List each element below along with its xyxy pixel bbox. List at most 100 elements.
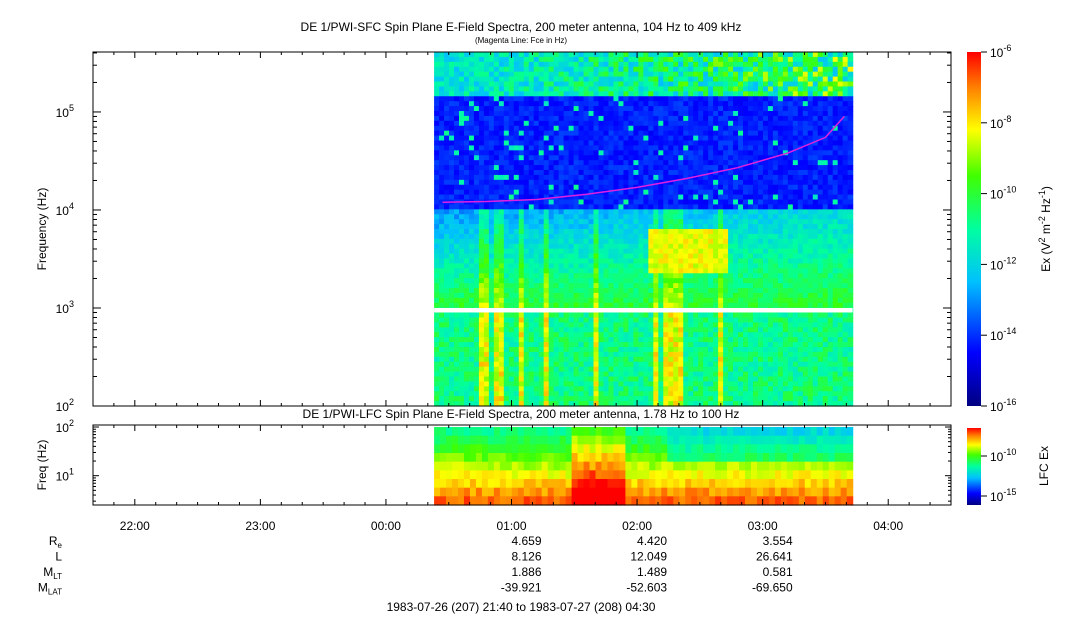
sfc-cell: [663, 386, 669, 392]
sfc-cell: [772, 292, 779, 299]
sfc-cell: [648, 253, 654, 260]
sfc-cell: [683, 160, 689, 166]
sfc-cell: [633, 361, 639, 368]
sfc-cell: [588, 52, 595, 58]
sfc-cell: [683, 302, 689, 309]
sfc-cell: [613, 233, 620, 240]
sfc-cell: [757, 401, 764, 407]
sfc-cell: [757, 351, 764, 358]
sfc-cell: [603, 194, 610, 201]
sfc-cell: [593, 160, 600, 166]
sfc-cell: [658, 351, 664, 358]
sfc-cell: [762, 52, 769, 58]
sfc-cell: [593, 312, 600, 319]
sfc-cell: [533, 135, 540, 142]
sfc-cell: [459, 243, 465, 250]
sfc-cell: [628, 361, 634, 368]
sfc-cell: [503, 101, 510, 107]
sfc-cell: [503, 273, 510, 279]
sfc-cell: [688, 263, 694, 269]
sfc-cell: [708, 165, 714, 171]
sfc-cell: [568, 288, 575, 294]
sfc-cell: [478, 258, 485, 265]
sfc-cell: [538, 91, 545, 97]
sfc-cell: [648, 356, 654, 363]
sfc-cell: [593, 145, 600, 151]
sfc-cell: [538, 209, 545, 215]
sfc-cell: [772, 342, 779, 348]
sfc-cell: [568, 135, 575, 142]
sfc-cell: [538, 145, 545, 151]
sfc-cell: [762, 322, 769, 328]
sfc-cell: [628, 160, 634, 166]
sfc-cell: [518, 189, 525, 196]
sfc-cell: [633, 115, 639, 122]
sfc-cell: [513, 199, 520, 206]
sfc-cell: [533, 96, 540, 102]
sfc-cell: [533, 258, 540, 265]
sfc-cell: [468, 184, 475, 191]
sfc-cell: [434, 130, 440, 137]
sfc-cell: [723, 209, 729, 215]
sfc-cell: [743, 174, 749, 181]
sfc-cell: [752, 273, 759, 279]
sfc-cell: [563, 56, 570, 63]
sfc-cell: [513, 297, 520, 304]
sfc-cell: [603, 268, 610, 274]
sfc-cell: [478, 209, 485, 215]
sfc-cell: [698, 209, 704, 215]
sfc-cell: [767, 273, 774, 279]
sfc-cell: [648, 76, 654, 83]
sfc-cell: [573, 396, 580, 402]
sfc-cell: [468, 233, 475, 240]
sfc-cell: [663, 111, 669, 117]
sfc-cell: [454, 278, 460, 284]
sfc-cell: [563, 273, 570, 279]
sfc-cell: [508, 248, 515, 255]
sfc-cell: [454, 101, 460, 107]
sfc-cell: [468, 86, 475, 92]
sfc-cell: [752, 61, 759, 68]
sfc-cell: [533, 361, 540, 368]
sfc-cell: [648, 224, 654, 230]
sfc-cell: [553, 317, 560, 324]
sfc-cell: [772, 130, 779, 137]
sfc-cell: [638, 96, 644, 102]
sfc-cell: [688, 248, 694, 255]
sfc-cell: [628, 376, 634, 383]
sfc-cell: [488, 342, 495, 348]
sfc-cell: [468, 396, 475, 402]
sfc-cell: [523, 351, 530, 358]
sfc-cell: [663, 292, 669, 299]
sfc-cell: [454, 61, 460, 68]
sfc-cell: [588, 229, 595, 235]
sfc-cell: [449, 224, 455, 230]
sfc-cell: [558, 184, 565, 191]
sfc-cell: [673, 194, 679, 201]
sfc-cell: [762, 76, 769, 83]
sfc-cell: [663, 66, 669, 73]
sfc-cell: [548, 155, 555, 161]
sfc-cell: [434, 135, 440, 142]
sfc-cell: [663, 130, 669, 137]
sfc-cell: [478, 155, 485, 161]
sfc-cell: [683, 101, 689, 107]
sfc-cell: [748, 302, 754, 309]
sfc-cell: [483, 209, 490, 215]
sfc-cell: [668, 86, 674, 92]
sfc-cell: [468, 376, 475, 383]
sfc-cell: [449, 356, 455, 363]
sfc-cell: [638, 66, 644, 73]
sfc-cell: [503, 401, 510, 407]
sfc-cell: [518, 61, 525, 68]
sfc-cell: [523, 86, 530, 92]
sfc-cell: [508, 327, 515, 333]
sfc-cell: [678, 238, 684, 245]
sfc-cell: [688, 96, 694, 102]
sfc-cell: [663, 327, 669, 333]
sfc-cell: [498, 371, 505, 378]
sfc-cell: [528, 229, 535, 235]
sfc-cell: [518, 371, 525, 378]
sfc-cell: [663, 401, 669, 407]
sfc-cell: [568, 332, 575, 338]
